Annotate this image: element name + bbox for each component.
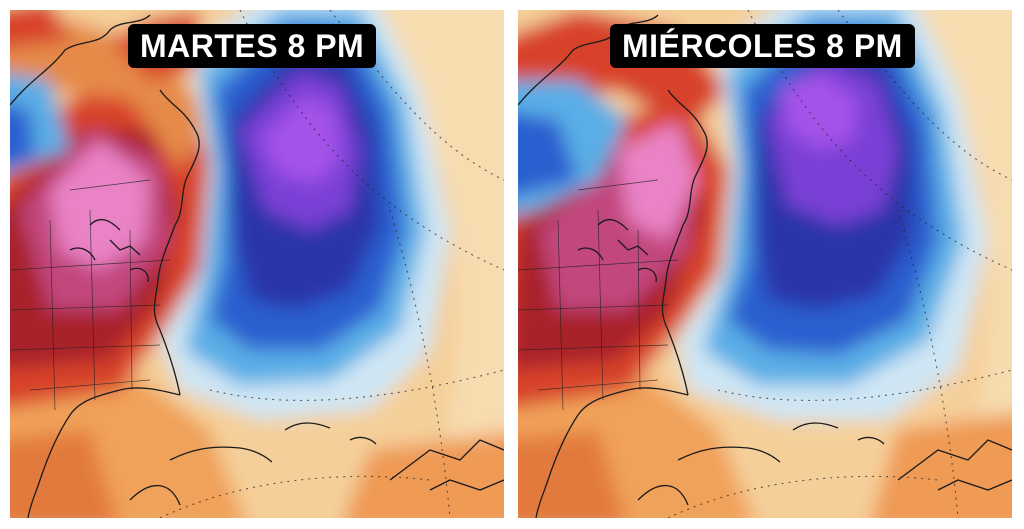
panel-title: MARTES 8 PM	[128, 24, 377, 68]
color-field	[10, 10, 504, 518]
coastlines	[10, 14, 504, 518]
map-panel-tuesday: MARTES 8 PM	[10, 10, 504, 518]
temperature-anomaly-map	[10, 10, 504, 518]
coastlines	[518, 14, 1012, 518]
state-borders	[518, 179, 679, 411]
panel-title: MIÉRCOLES 8 PM	[610, 24, 915, 68]
state-borders	[10, 179, 171, 411]
map-panel-wednesday: MIÉRCOLES 8 PM	[518, 10, 1012, 518]
temperature-anomaly-map	[518, 10, 1012, 518]
color-field	[518, 10, 1012, 518]
